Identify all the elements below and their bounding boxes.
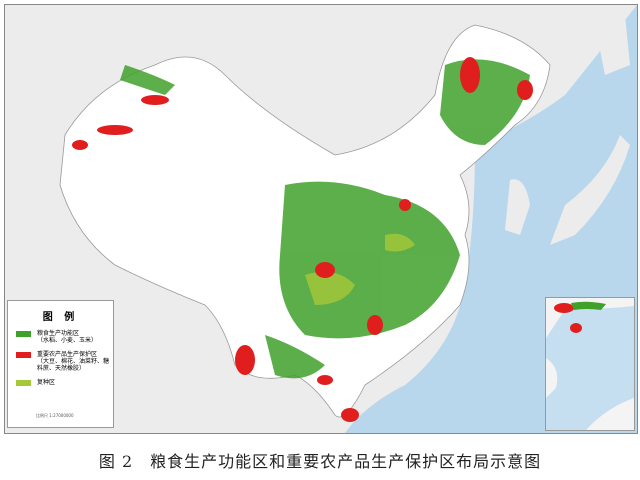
legend: 图 例 粮食生产功能区 （水稻、小麦、玉米） 重要农产品生产保护区 （大豆、棉花、油… xyxy=(7,300,114,428)
south-china-sea-inset xyxy=(545,297,635,431)
legend-item-key-products: 重要农产品生产保护区 （大豆、棉花、油菜籽、糖料蔗、天然橡胶） xyxy=(16,351,113,372)
legend-sublabel: （水稻、小麦、玉米） xyxy=(37,337,98,344)
legend-label: 粮食生产功能区 xyxy=(37,330,80,337)
legend-sublabel: （大豆、棉花、油菜籽、糖料蔗、天然橡胶） xyxy=(37,358,110,372)
legend-label: 复种区 xyxy=(37,379,56,386)
legend-swatch-yellowgreen xyxy=(16,380,31,386)
scale-text: 比例尺 1:27000000 xyxy=(36,413,74,418)
inset-canvas xyxy=(546,298,634,430)
legend-swatch-green xyxy=(16,331,31,337)
legend-item-grain: 粮食生产功能区 （水稻、小麦、玉米） xyxy=(16,330,113,344)
japan-korea xyxy=(505,15,630,245)
key-agricultural-product-areas xyxy=(72,57,533,422)
legend-swatch-red xyxy=(16,352,31,358)
legend-title: 图 例 xyxy=(42,312,79,323)
legend-label: 重要农产品生产保护区 xyxy=(37,351,98,358)
multi-cropping-areas xyxy=(305,233,415,305)
figure-caption: 图 2 粮食生产功能区和重要农产品生产保护区布局示意图 xyxy=(98,452,542,471)
legend-item-multi-cropping: 复种区 xyxy=(16,379,113,386)
